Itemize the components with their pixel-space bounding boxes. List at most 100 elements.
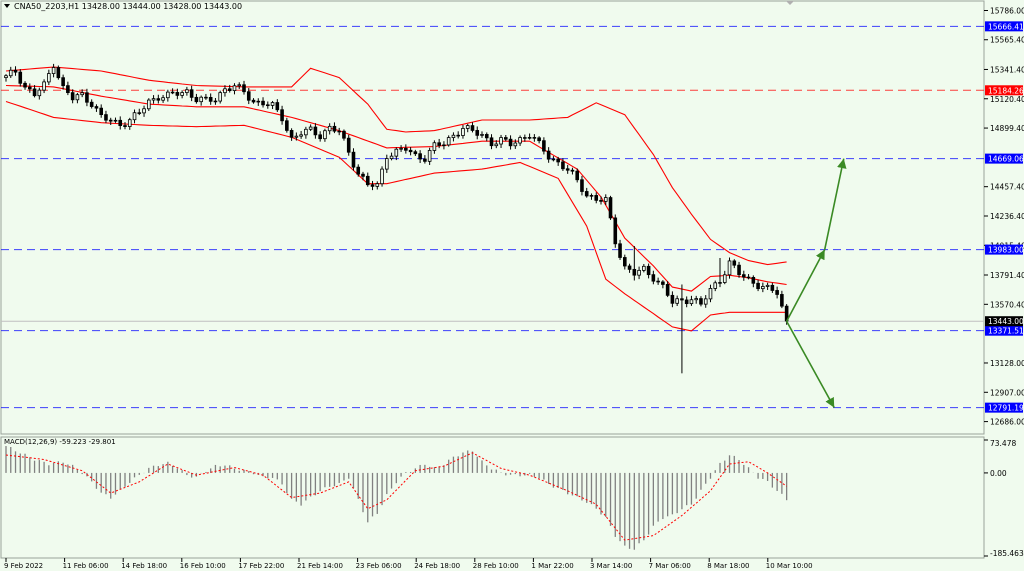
candle — [208, 97, 213, 102]
time-label: 14 Feb 18:00 — [121, 562, 167, 570]
macd-histogram — [5, 446, 788, 550]
candles — [4, 63, 789, 374]
candle — [775, 290, 779, 295]
candle — [770, 284, 775, 291]
candle — [394, 148, 399, 157]
candle — [42, 81, 46, 91]
candle — [265, 104, 270, 107]
candle — [413, 151, 418, 155]
candle — [780, 294, 784, 307]
candle — [594, 195, 599, 201]
chart-shift-icon[interactable] — [786, 1, 794, 5]
candle — [70, 92, 75, 101]
price-tick-label: 14457.40 — [990, 183, 1024, 192]
candle — [708, 288, 713, 300]
candle — [737, 264, 741, 276]
candle — [104, 114, 108, 121]
candle — [442, 144, 446, 147]
candle — [727, 260, 732, 276]
candle — [251, 99, 256, 103]
price-tick-label: 12686.00 — [990, 418, 1024, 427]
candle — [680, 298, 684, 301]
projection-arrow[interactable] — [785, 320, 835, 409]
candle — [518, 137, 522, 144]
candle — [370, 184, 375, 187]
price-tick-label: 12907.00 — [990, 388, 1024, 397]
macd-header: MACD(12,26,9) -59.223 -29.801 — [4, 438, 116, 446]
candle — [180, 92, 184, 96]
candle — [108, 119, 113, 122]
projection-arrow[interactable] — [785, 249, 826, 322]
time-label: 9 Feb 2022 — [4, 562, 43, 570]
level-label: 15184.26 — [988, 86, 1024, 95]
candle — [689, 299, 694, 305]
candle — [732, 260, 737, 266]
level-label-box — [985, 316, 1023, 327]
collapse-icon[interactable] — [4, 4, 10, 8]
candle — [656, 280, 660, 283]
time-label: 21 Feb 14:00 — [297, 562, 343, 570]
candle — [742, 274, 746, 278]
candle — [37, 89, 42, 97]
candle — [584, 191, 589, 197]
candle — [627, 265, 632, 270]
candle — [432, 142, 437, 151]
candle — [580, 179, 584, 192]
time-label: 11 Feb 06:00 — [63, 562, 109, 570]
candle — [327, 125, 332, 132]
candle — [194, 96, 199, 103]
candle — [508, 138, 513, 147]
candle — [80, 92, 84, 96]
candle — [642, 265, 646, 271]
candle — [651, 274, 656, 282]
price-tick-label: 14899.40 — [990, 124, 1024, 133]
candle — [489, 137, 494, 147]
bollinger-upper — [5, 66, 787, 266]
candle — [551, 158, 556, 161]
candle — [437, 142, 441, 146]
candle — [242, 84, 246, 93]
price-tick-label: 15120.40 — [990, 95, 1024, 104]
candle — [361, 173, 365, 177]
candle — [718, 282, 722, 284]
candle — [556, 158, 560, 163]
level-label: 14669.06 — [988, 155, 1024, 164]
candle — [599, 199, 603, 202]
candle — [166, 91, 170, 99]
candle — [85, 92, 89, 103]
candle — [537, 137, 541, 142]
level-label: 13371.51 — [988, 327, 1024, 336]
candle — [684, 299, 689, 305]
candle — [480, 134, 484, 136]
candle — [408, 149, 413, 153]
candle — [213, 100, 218, 103]
candle — [94, 106, 99, 109]
candle — [56, 67, 61, 79]
candle — [703, 298, 708, 305]
candle — [423, 158, 427, 162]
candle — [299, 134, 303, 137]
candle — [570, 169, 575, 172]
candle — [446, 137, 451, 146]
candle — [246, 91, 251, 101]
candle — [546, 150, 551, 160]
level-label-box — [985, 153, 1023, 164]
level-label-box — [985, 21, 1023, 32]
macd-panel-frame — [0, 436, 985, 559]
projection-arrow[interactable] — [823, 158, 847, 250]
candle — [494, 143, 499, 147]
candle — [323, 130, 327, 140]
candle — [123, 125, 127, 127]
macd-tick-label: 0.00 — [990, 469, 1007, 478]
price-tick-label: 15786.00 — [990, 6, 1024, 15]
candle — [23, 82, 27, 88]
candle — [427, 150, 432, 162]
candle — [156, 98, 161, 101]
candle — [232, 85, 237, 91]
candle — [308, 126, 313, 130]
candle — [618, 243, 622, 258]
price-tick-label: 15565.40 — [990, 36, 1024, 45]
candle — [575, 170, 579, 181]
